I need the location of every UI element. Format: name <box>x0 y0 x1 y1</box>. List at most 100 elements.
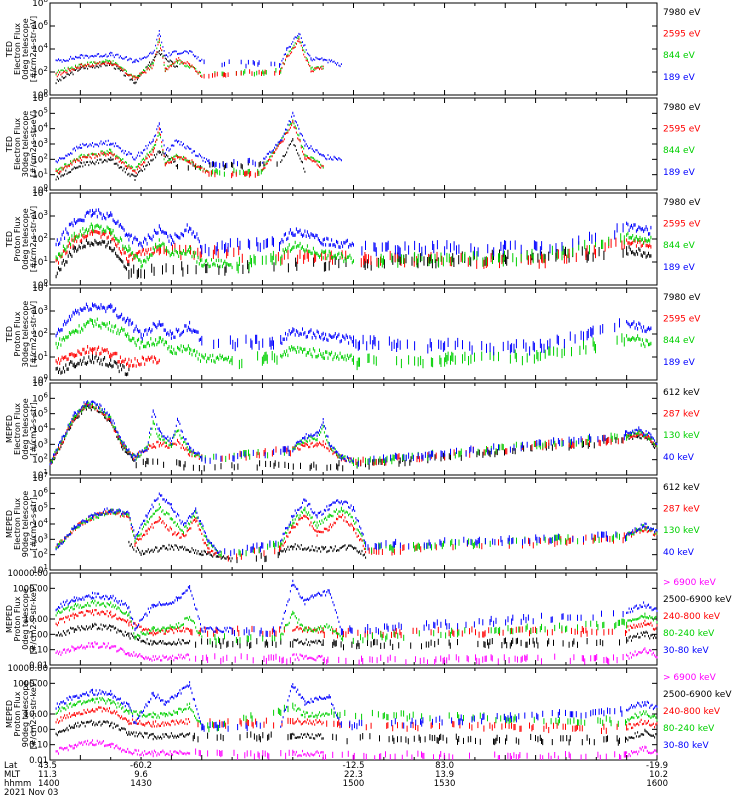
series-2595-ev <box>55 120 324 179</box>
series-130-kev <box>49 401 658 468</box>
series-189-ev <box>55 111 342 169</box>
y-axis-label: 30deg telescope <box>21 301 30 368</box>
legend-entry: > 6900 keV <box>663 673 717 683</box>
series-844-ev <box>55 222 652 274</box>
series-30-80-kev <box>55 579 658 637</box>
y-axis-label: 90deg telescope <box>21 491 30 558</box>
y-tick-label: 101 <box>32 350 48 363</box>
legend-entry: 7980 eV <box>663 198 701 208</box>
footer-row-label: MLT <box>4 770 21 780</box>
footer-hhmm: 1600 <box>646 779 668 789</box>
y-tick-label: 103 <box>32 137 48 150</box>
y-tick-label: 102 <box>32 65 48 78</box>
y-tick-label: 102 <box>32 548 48 561</box>
y-tick-label: 102 <box>32 152 48 165</box>
series-80-240-kev <box>55 696 658 733</box>
footer-hhmm: 1430 <box>130 779 152 789</box>
y-axis-label: TED <box>5 326 14 343</box>
legend-entry: 240-800 keV <box>663 707 721 717</box>
legend-entry: 80-240 keV <box>663 629 715 639</box>
y-tick-label: 105 <box>32 106 48 119</box>
y-axis-label: 90deg telescope <box>21 681 30 748</box>
y-tick-label: 0.01 <box>29 661 48 671</box>
y-tick-label: 102 <box>32 453 48 466</box>
footer-mlt: 13.9 <box>435 770 454 780</box>
legend-entry: 612 keV <box>663 483 700 493</box>
y-tick-label: 101 <box>32 468 48 481</box>
legend-entry: 30-80 keV <box>663 646 709 656</box>
legend-entry: 287 keV <box>663 410 700 420</box>
y-axis-label: [#/cm2-s-str-eV] <box>29 111 38 177</box>
legend-entry: 189 eV <box>663 73 696 83</box>
legend-entry: 2595 eV <box>663 315 701 325</box>
y-axis-label: 0deg telescope <box>21 18 30 79</box>
series-844-ev <box>55 317 652 371</box>
legend-entry: > 6900 keV <box>663 578 717 588</box>
footer-hhmm: 1500 <box>343 779 365 789</box>
y-tick-label: 1.00 <box>29 725 48 735</box>
footer-row-label: Lat <box>4 761 18 771</box>
y-tick-label: 103 <box>32 209 48 222</box>
y-axis-label: TED <box>5 136 14 153</box>
y-tick-label: 1000.00 <box>13 584 48 594</box>
series-7980-ev <box>55 138 306 181</box>
y-tick-label: 100 <box>32 373 48 386</box>
series--6900-kev <box>55 739 658 760</box>
series-80-240-kev <box>55 599 658 645</box>
y-axis-label: [#/cm2-s-str-eV] <box>29 301 38 367</box>
footer-mlt: 11.3 <box>38 770 57 780</box>
y-tick-label: 104 <box>32 281 48 294</box>
y-axis-label: [#/cm2-s-str] <box>29 402 38 455</box>
y-axis-label: Electron Flux <box>13 23 22 75</box>
y-tick-label: 106 <box>32 91 48 104</box>
y-axis-label: MEPED <box>5 510 14 538</box>
panel-frame-0 <box>49 2 658 96</box>
y-axis-label: [#/cm2-s-str-eV] <box>29 206 38 272</box>
series-189-ev <box>55 208 652 257</box>
y-tick-label: 10000.00 <box>7 664 48 674</box>
series-2500-6900-kev <box>55 719 658 746</box>
series-612-kev <box>128 540 367 564</box>
y-axis-label: [#/cm2-s-str] <box>29 497 38 550</box>
y-tick-label: 101 <box>32 563 48 576</box>
y-tick-label: 1.00 <box>29 630 48 640</box>
footer-hhmm: 1400 <box>38 779 60 789</box>
legend-entry: 2595 eV <box>663 30 701 40</box>
y-tick-label: 104 <box>32 186 48 199</box>
y-tick-label: 0.10 <box>29 646 48 656</box>
y-axis-label: Electron Flux <box>13 498 22 550</box>
legend-entry: 80-240 keV <box>663 724 715 734</box>
series-240-800-kev <box>55 706 658 734</box>
footer-lat: -60.2 <box>130 761 152 771</box>
legend-entry: 844 eV <box>663 336 696 346</box>
y-tick-label: 104 <box>32 122 48 135</box>
legend-entry: 612 keV <box>663 388 700 398</box>
y-tick-label: 103 <box>32 304 48 317</box>
series-2595-ev <box>55 345 160 368</box>
panel-frame-1 <box>49 97 658 191</box>
footer-mlt: 22.3 <box>344 770 363 780</box>
y-axis-label: TED <box>5 41 14 58</box>
y-tick-label: 108 <box>32 0 48 9</box>
legend-entry: 844 eV <box>663 241 696 251</box>
series-189-ev <box>55 30 342 69</box>
y-tick-label: 100 <box>32 88 48 101</box>
y-axis-label: [#/cm2-s-str-eV] <box>29 16 38 82</box>
y-tick-label: 106 <box>32 391 48 404</box>
y-tick-label: 103 <box>32 532 48 545</box>
y-tick-label: 106 <box>32 486 48 499</box>
y-tick-label: 0.10 <box>29 741 48 751</box>
legend-entry: 7980 eV <box>663 293 701 303</box>
series-2595-ev <box>55 228 652 269</box>
y-tick-label: 102 <box>32 232 48 245</box>
legend-entry: 7980 eV <box>663 103 701 113</box>
y-axis-label: Electron Flux <box>13 118 22 170</box>
y-tick-label: 105 <box>32 407 48 420</box>
y-axis-label: [#/cm2-s-str-keV] <box>29 584 38 655</box>
legend-entry: 40 keV <box>663 548 695 558</box>
y-tick-label: 104 <box>32 517 48 530</box>
legend-entry: 130 keV <box>663 526 700 536</box>
footer-hhmm: 1530 <box>434 779 456 789</box>
